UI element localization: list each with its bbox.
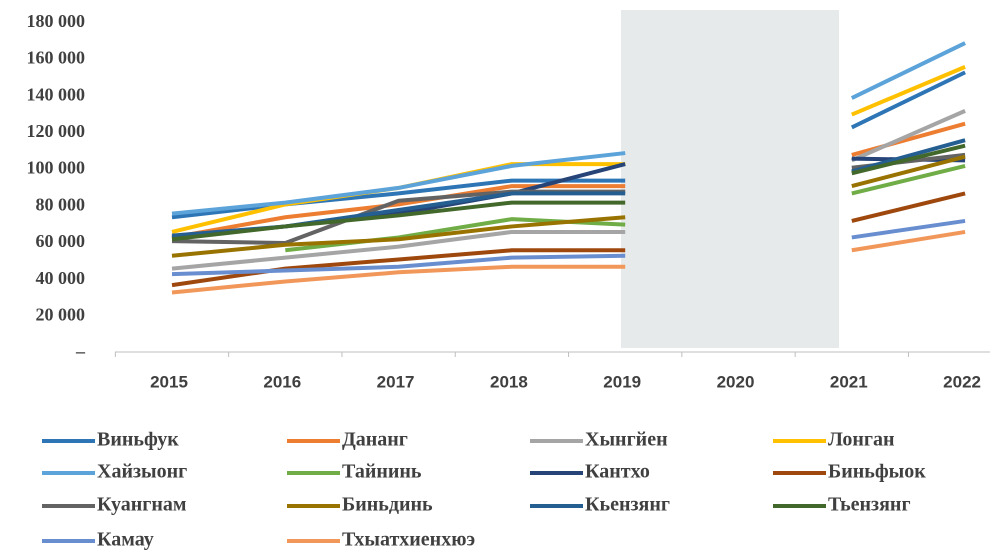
y-tick-label: 20 000 — [36, 304, 86, 324]
legend-label: Биньфыок — [828, 461, 926, 483]
x-tick-label: 2019 — [603, 372, 641, 391]
x-tick-label: 2018 — [490, 372, 528, 391]
legend-label: Лонган — [828, 429, 895, 451]
legend-label: Куангнам — [97, 494, 187, 516]
series-line — [171, 191, 966, 288]
y-tick-label: – — [75, 341, 86, 361]
x-tick-label: 2021 — [830, 372, 868, 391]
series-line — [171, 109, 966, 271]
series-line — [171, 154, 966, 258]
legend-label: Тхыатхиенхюэ — [342, 529, 475, 551]
legend-label: Биньдинь — [342, 494, 433, 516]
legend-label: Виньфук — [97, 429, 179, 451]
x-tick-label: 2016 — [263, 372, 301, 391]
legend-label: Хайзыонг — [97, 461, 187, 483]
legend-label: Камау — [97, 529, 154, 551]
legend-label: Дананг — [342, 429, 408, 451]
series-line — [171, 70, 966, 220]
series-line — [171, 121, 966, 240]
x-tick-label: 2022 — [943, 372, 981, 391]
legend-label: Тайнинь — [342, 461, 422, 483]
shaded-period — [621, 10, 839, 348]
legend-label: Тьензянг — [828, 494, 911, 516]
series-line — [171, 143, 966, 242]
y-tick-label: 160 000 — [27, 48, 86, 68]
x-tick-label: 2020 — [717, 372, 755, 391]
y-tick-label: 140 000 — [27, 84, 86, 104]
y-tick-label: 60 000 — [36, 231, 86, 251]
series-line — [171, 41, 966, 216]
legend-label: Хынгйен — [585, 429, 668, 451]
y-tick-label: 40 000 — [36, 268, 86, 288]
y-tick-label: 100 000 — [27, 158, 86, 178]
series-line — [171, 229, 966, 295]
series-line — [171, 152, 966, 245]
y-tick-label: 120 000 — [27, 121, 86, 141]
legend-label: Кантхо — [585, 461, 650, 483]
series-line — [171, 65, 966, 234]
y-tick-label: 180 000 — [27, 11, 86, 31]
series-line — [171, 218, 966, 277]
x-tick-label: 2017 — [377, 372, 415, 391]
x-tick-label: 2015 — [150, 372, 188, 391]
legend-label: Кьензянг — [585, 494, 670, 516]
y-tick-label: 80 000 — [36, 194, 86, 214]
